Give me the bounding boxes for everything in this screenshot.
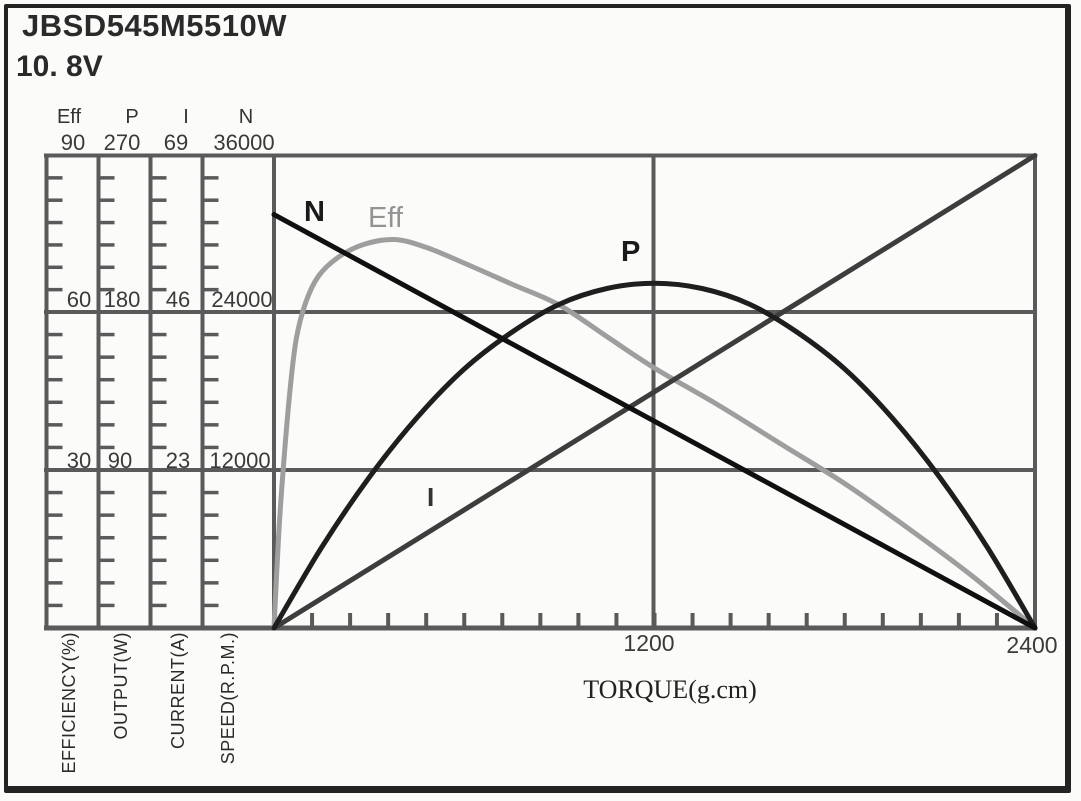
model-title: JBSD545M5510W	[22, 8, 287, 43]
scale-header-output: P	[125, 106, 139, 128]
scale-tick-label: 69	[163, 130, 189, 155]
scale-tick-label: 36000	[213, 130, 275, 155]
scale-tick-label: 270	[103, 130, 141, 155]
scale-tick-label: 46	[165, 287, 191, 312]
x-axis-title: TORQUE(g.cm)	[583, 675, 757, 704]
axis-name-output: OUTPUT(W)	[111, 632, 131, 740]
scale-tick-label: 90	[107, 448, 133, 473]
scale-header-eff: Eff	[56, 106, 82, 128]
scale-tick-label: 23	[165, 448, 191, 473]
axis-name-speed: SPEED(R.P.M.)	[218, 632, 238, 765]
scale-header-current: I	[183, 106, 189, 128]
scale-tick-label: 180	[103, 287, 141, 312]
scale-tick-label: 24000	[211, 287, 273, 312]
voltage-label: 10. 8V	[16, 50, 103, 83]
scale-tick-label: 30	[66, 448, 92, 473]
scale-tick-label: 60	[66, 287, 92, 312]
x-tick-label-2400: 2400	[1006, 632, 1058, 658]
scale-tick-label: 12000	[209, 448, 271, 473]
x-tick-label-1200: 1200	[623, 630, 675, 656]
axis-name-efficiency: EFFICIENCY(%)	[59, 632, 79, 774]
scale-tick-label: 90	[60, 130, 86, 155]
curve-label-current: I	[427, 482, 435, 512]
curve-label-speed: N	[304, 196, 325, 228]
curve-label-efficiency: Eff	[368, 202, 403, 234]
curve-label-power: P	[621, 236, 641, 268]
scale-header-speed: N	[238, 106, 254, 128]
axis-name-current: CURRENT(A)	[168, 632, 188, 749]
